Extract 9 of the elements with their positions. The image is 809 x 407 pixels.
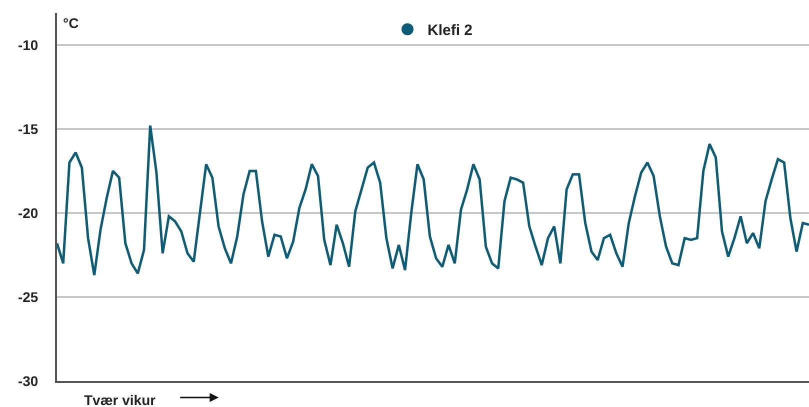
x-axis-title: Tvær vikur (84, 392, 156, 407)
y-tick-label: -30 (18, 372, 38, 389)
y-tick-label: -15 (18, 120, 38, 137)
line-series (57, 124, 809, 276)
y-tick-label: -20 (18, 204, 38, 221)
y-tick-label: -25 (18, 288, 38, 305)
legend-label: Klefi 2 (428, 22, 473, 40)
y-tick-label: -10 (18, 36, 38, 53)
y-axis-title: °C (63, 15, 79, 31)
